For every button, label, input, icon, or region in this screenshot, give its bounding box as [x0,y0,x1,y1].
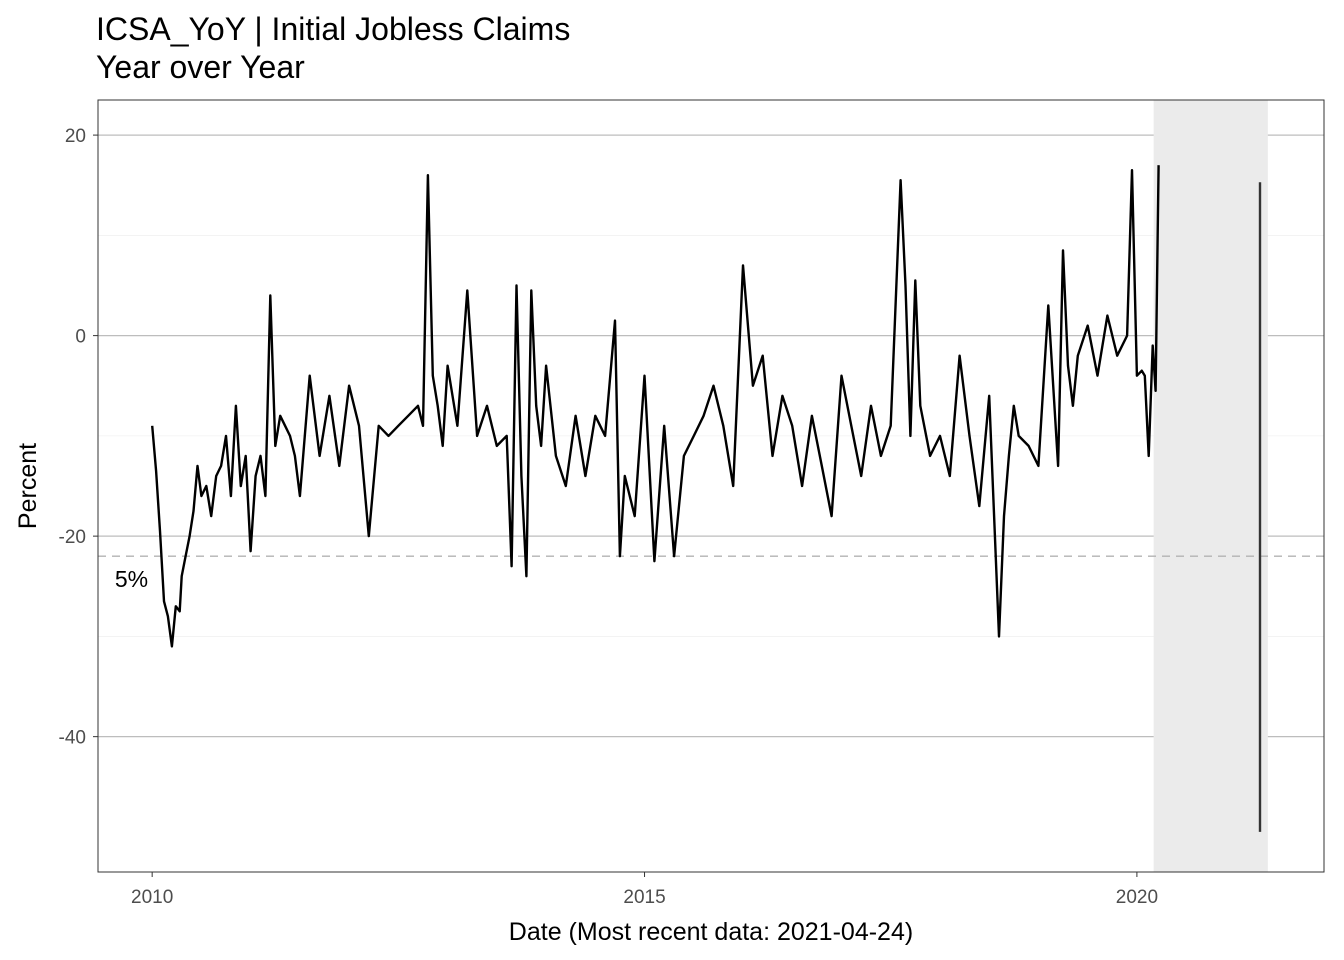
tick-layer: 20 0 -20 -40 2010 2015 2020 [59,126,1159,908]
recession-band [1153,100,1268,872]
x-tick-label: 2020 [1116,887,1158,908]
series-layer [151,165,1262,832]
panel-border [97,99,1325,873]
grid-layer [98,134,1324,738]
reference-layer: 5% [98,555,1324,592]
x-tick-label: 2015 [623,887,665,908]
y-tick-label: 0 [75,327,86,348]
chart-title: ICSA_YoY | Initial Jobless Claims [96,11,571,47]
recession-band-layer [1153,100,1268,872]
reference-line-label: 5% [115,566,148,592]
y-tick-label: 20 [65,126,86,147]
y-tick-label: -40 [59,728,86,749]
x-axis-title: Date (Most recent data: 2021-04-24) [509,918,913,946]
y-axis-title: Percent [14,443,42,529]
chart-subtitle: Year over Year [96,49,305,85]
x-tick-label: 2010 [131,887,173,908]
y-tick-label: -20 [59,527,86,548]
series-line-1 [151,165,1160,648]
